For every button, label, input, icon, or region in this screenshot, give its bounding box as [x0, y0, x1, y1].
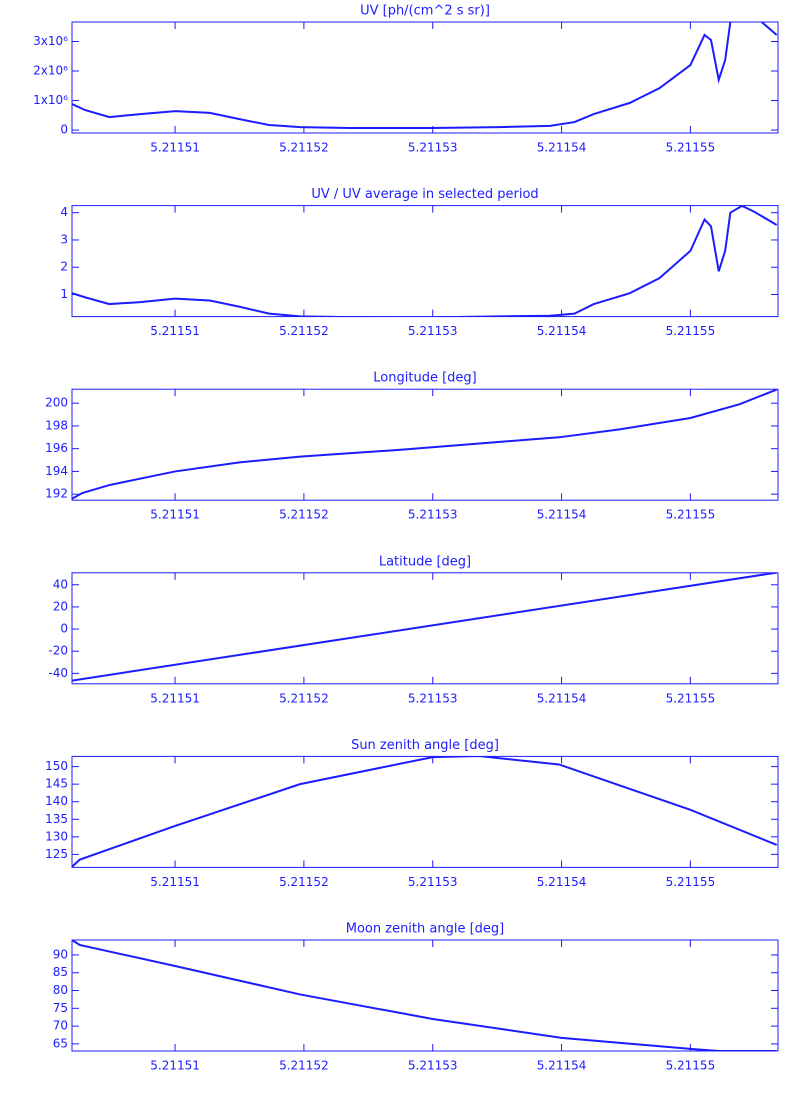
x-tick-label: 5.21155 [666, 141, 716, 155]
y-tick-label: 40 [53, 577, 68, 591]
x-tick-label: 5.21154 [537, 1059, 587, 1073]
y-tick-label: 75 [53, 1001, 68, 1015]
panel-title: UV / UV average in selected period [311, 187, 538, 202]
panel: Sun zenith angle [deg] 5.21151 5.21152 5.21… [45, 738, 779, 889]
panel-title: UV [ph/(cm^2 s sr)] [360, 4, 490, 19]
panel-title: Longitude [deg] [373, 371, 476, 386]
x-tick-label: 5.21151 [150, 508, 200, 522]
y-tick-label: 0 [60, 622, 68, 636]
data-line [72, 940, 777, 1051]
x-tick-label: 5.21154 [537, 875, 587, 889]
x-tick-label: 5.21153 [408, 875, 458, 889]
x-tick-label: 5.21152 [279, 691, 329, 705]
data-line [72, 572, 777, 682]
y-tick-label: 85 [53, 965, 68, 979]
x-tick-label: 5.21151 [150, 141, 200, 155]
x-tick-label: 5.21155 [666, 508, 716, 522]
x-tick-label: 5.21152 [279, 141, 329, 155]
plot-frame [71, 755, 779, 868]
y-tick-label: 2x10⁶ [33, 64, 68, 78]
x-tick-label: 5.21151 [150, 875, 200, 889]
x-tick-label: 5.21155 [666, 324, 716, 338]
y-tick-label: 1x10⁶ [33, 93, 68, 107]
data-line [72, 756, 778, 868]
x-tick-label: 5.21153 [408, 691, 458, 705]
data-line [72, 389, 778, 500]
x-tick-label: 5.21153 [408, 324, 458, 338]
plot-frame [71, 939, 779, 1052]
y-tick-label: 150 [45, 759, 68, 773]
panel: UV [ph/(cm^2 s sr)] 5.21151 5.21152 5.21153… [33, 4, 779, 155]
y-tick-label: 0 [60, 123, 68, 137]
panel-title: Latitude [deg] [379, 554, 471, 569]
panel-title: Moon zenith angle [deg] [346, 922, 504, 937]
panel: Longitude [deg] 5.21151 5.21152 5.21153 5.21… [45, 371, 779, 522]
y-tick-label: 145 [45, 777, 68, 791]
plot-frame [71, 388, 779, 501]
y-tick-label: 196 [45, 441, 68, 455]
y-tick-label: 194 [45, 464, 68, 478]
y-tick-label: 65 [53, 1036, 68, 1050]
x-tick-label: 5.21154 [537, 324, 587, 338]
x-tick-label: 5.21155 [666, 1059, 716, 1073]
plot-frame [71, 205, 779, 318]
y-tick-label: 125 [45, 847, 68, 861]
x-tick-label: 5.21153 [408, 1059, 458, 1073]
panel: UV / UV average in selected period 5.2115… [60, 187, 779, 338]
plot-frame [71, 21, 779, 134]
y-tick-label: 192 [45, 487, 68, 501]
x-tick-label: 5.21154 [537, 691, 587, 705]
y-tick-label: 70 [53, 1019, 68, 1033]
y-tick-label: 90 [53, 947, 68, 961]
x-tick-label: 5.21151 [150, 1059, 200, 1073]
panel: Latitude [deg] 5.21151 5.21152 5.21153 5.211… [48, 554, 779, 705]
x-tick-label: 5.21155 [666, 875, 716, 889]
y-tick-label: 135 [45, 812, 68, 826]
x-tick-label: 5.21153 [408, 508, 458, 522]
x-tick-label: 5.21151 [150, 324, 200, 338]
y-tick-label: 200 [45, 396, 68, 410]
x-tick-label: 5.21151 [150, 691, 200, 705]
y-tick-label: -40 [48, 666, 68, 680]
x-tick-label: 5.21152 [279, 508, 329, 522]
y-tick-label: 2 [60, 260, 68, 274]
y-tick-label: -20 [48, 644, 68, 658]
panel: Moon zenith angle [deg] 5.21151 5.21152 5.2… [53, 922, 779, 1073]
x-tick-label: 5.21154 [537, 141, 587, 155]
y-tick-label: 80 [53, 983, 68, 997]
y-tick-label: 3 [60, 232, 68, 246]
plot-frame [71, 572, 779, 685]
x-tick-label: 5.21154 [537, 508, 587, 522]
y-tick-label: 3x10⁶ [33, 34, 68, 48]
x-tick-label: 5.21153 [408, 141, 458, 155]
y-tick-label: 198 [45, 418, 68, 432]
x-tick-label: 5.21152 [279, 324, 329, 338]
panel-title: Sun zenith angle [deg] [351, 738, 499, 753]
y-tick-label: 20 [53, 599, 68, 613]
data-line [72, 205, 778, 317]
x-tick-label: 5.21152 [279, 875, 329, 889]
x-tick-label: 5.21152 [279, 1059, 329, 1073]
x-tick-label: 5.21155 [666, 691, 716, 705]
y-tick-label: 4 [60, 205, 68, 219]
y-tick-label: 1 [60, 287, 68, 301]
y-tick-label: 140 [45, 794, 68, 808]
y-tick-label: 130 [45, 829, 68, 843]
data-line [72, 22, 778, 129]
